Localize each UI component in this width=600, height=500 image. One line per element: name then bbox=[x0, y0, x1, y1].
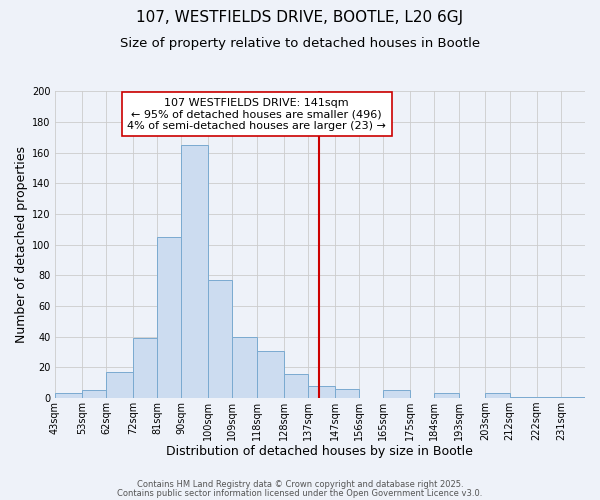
Bar bbox=[181, 145, 208, 398]
Bar bbox=[434, 394, 458, 398]
Text: Size of property relative to detached houses in Bootle: Size of property relative to detached ho… bbox=[120, 38, 480, 51]
Bar bbox=[561, 396, 585, 398]
Bar bbox=[335, 389, 359, 398]
Bar bbox=[485, 394, 509, 398]
Text: 107 WESTFIELDS DRIVE: 141sqm
← 95% of detached houses are smaller (496)
4% of se: 107 WESTFIELDS DRIVE: 141sqm ← 95% of de… bbox=[127, 98, 386, 131]
Bar bbox=[133, 338, 157, 398]
Bar bbox=[82, 390, 106, 398]
Bar bbox=[509, 396, 536, 398]
Bar bbox=[232, 336, 257, 398]
X-axis label: Distribution of detached houses by size in Bootle: Distribution of detached houses by size … bbox=[166, 444, 473, 458]
Text: Contains HM Land Registry data © Crown copyright and database right 2025.: Contains HM Land Registry data © Crown c… bbox=[137, 480, 463, 489]
Bar bbox=[284, 374, 308, 398]
Text: 107, WESTFIELDS DRIVE, BOOTLE, L20 6GJ: 107, WESTFIELDS DRIVE, BOOTLE, L20 6GJ bbox=[136, 10, 464, 25]
Bar bbox=[536, 396, 561, 398]
Bar bbox=[208, 280, 232, 398]
Bar bbox=[257, 350, 284, 398]
Y-axis label: Number of detached properties: Number of detached properties bbox=[15, 146, 28, 344]
Bar bbox=[383, 390, 410, 398]
Bar bbox=[55, 394, 82, 398]
Bar bbox=[106, 372, 133, 398]
Bar bbox=[157, 237, 181, 398]
Text: Contains public sector information licensed under the Open Government Licence v3: Contains public sector information licen… bbox=[118, 488, 482, 498]
Bar bbox=[308, 386, 335, 398]
